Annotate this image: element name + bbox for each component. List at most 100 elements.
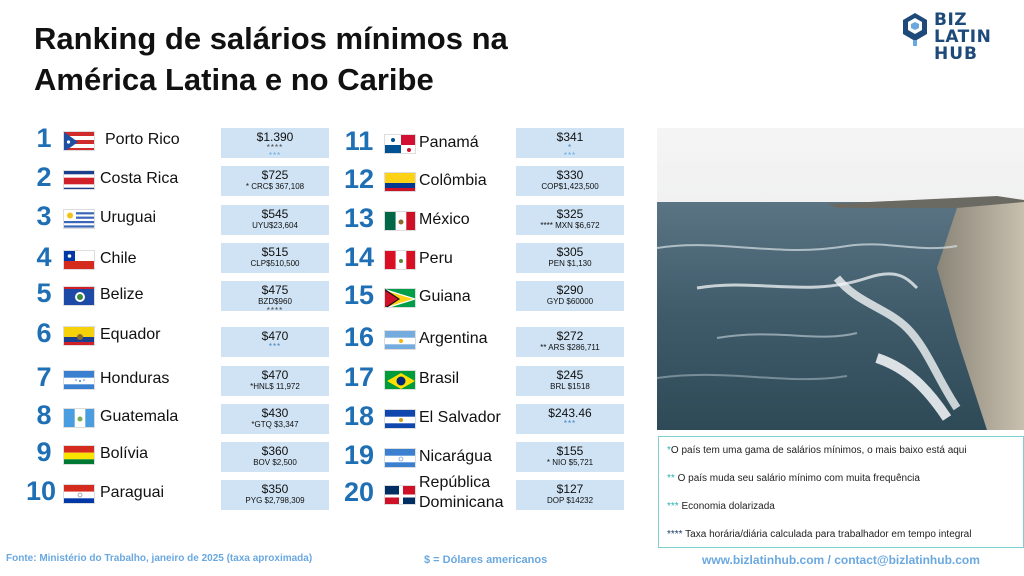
- salary-note-marker: ****: [266, 143, 284, 152]
- honduras-flag-icon: [63, 370, 95, 390]
- footer-source: Fonte: Ministério do Trabalho, janeiro d…: [6, 553, 313, 564]
- salary-local-currency: BRL $1518: [550, 382, 590, 391]
- rank-number: 20: [343, 477, 375, 507]
- salary-usd: $515: [261, 245, 289, 259]
- salary-local-currency: BOV $2,500: [253, 458, 297, 467]
- salary-usd: $127: [556, 482, 584, 496]
- salary-box: $341 * ***: [516, 128, 624, 160]
- ranking-row: 9 Bolívia: [0, 437, 660, 471]
- footer-contact-link[interactable]: www.bizlatinhub.com / contact@bizlatinhu…: [702, 553, 980, 567]
- salary-box: $725 * CRC$ 367,108: [221, 166, 329, 196]
- salary-usd: $330: [556, 168, 584, 182]
- salary-local-currency: ** ARS $286,711: [540, 343, 600, 352]
- dominican-republic-flag-icon: [384, 485, 416, 505]
- salary-usd: $243.46: [548, 406, 592, 420]
- mexico-flag-icon: [384, 211, 416, 231]
- salary-box: $350 PYG $2,798,309: [221, 480, 329, 510]
- country-name: Honduras: [100, 370, 170, 387]
- ranking-row: 4 Chile: [0, 242, 660, 276]
- salary-box: $430 *GTQ $3,347: [221, 404, 329, 434]
- puerto-rico-flag-icon: [63, 131, 95, 151]
- beach-photo: [657, 128, 1024, 430]
- ranking-row: 16 Argentina: [0, 322, 660, 356]
- salary-box: $155 * NIO $5,721: [516, 442, 624, 472]
- paraguay-flag-icon: [63, 484, 95, 504]
- salary-usd: $545: [261, 207, 289, 221]
- rank-number: 16: [343, 322, 375, 352]
- country-name: Chile: [100, 250, 137, 267]
- country-name: Colômbia: [419, 172, 487, 189]
- ranking-row: 7 Honduras: [0, 362, 660, 396]
- salary-note-marker: ****: [266, 306, 284, 315]
- rank-number: 17: [343, 362, 375, 392]
- rank-number: 4: [36, 242, 52, 272]
- rank-number: 19: [343, 440, 375, 470]
- country-name: Nicarágua: [419, 448, 492, 465]
- salary-box: $305 PEN $1,130: [516, 243, 624, 273]
- salary-box: $360 BOV $2,500: [221, 442, 329, 472]
- salary-usd: $341: [556, 130, 584, 144]
- salary-usd: $350: [261, 482, 289, 496]
- ranking-row: 11 Panamá: [0, 126, 660, 160]
- country-name: Paraguai: [100, 484, 165, 501]
- salary-local-currency: *HNL$ 11,972: [250, 382, 300, 391]
- salary-note-marker: ***: [563, 151, 577, 160]
- country-name: Belize: [100, 286, 144, 303]
- salary-local-currency: **** MXN $6,672: [540, 221, 600, 230]
- rank-number: 11: [344, 126, 374, 156]
- salary-usd: $430: [261, 406, 289, 420]
- salary-box: $243.46 ***: [516, 404, 624, 434]
- brazil-flag-icon: [384, 370, 416, 390]
- footer-currency-note: $ = Dólares americanos: [424, 554, 548, 566]
- rank-number: 5: [36, 278, 52, 308]
- ranking-row: 20 República Dominicana: [0, 474, 660, 511]
- salary-note-marker: ***: [268, 151, 282, 160]
- ranking-row: 8 Guatemala: [0, 400, 660, 434]
- logo-text-line-1: BIZ LATIN: [934, 10, 992, 47]
- salary-local-currency: * CRC$ 367,108: [245, 182, 305, 191]
- country-name: Equador: [100, 326, 161, 343]
- rank-number: 12: [343, 164, 375, 194]
- argentina-flag-icon: [384, 330, 416, 350]
- salary-box: $470 ***: [221, 327, 329, 357]
- ranking-row: 19 Nicarágua: [0, 440, 660, 474]
- salary-local-currency: PEN $1,130: [548, 259, 592, 268]
- salary-box: $325 **** MXN $6,672: [516, 205, 624, 235]
- logo-mark-icon: [903, 13, 927, 46]
- salary-local-currency: PYG $2,798,309: [245, 496, 305, 505]
- rank-number: 9: [36, 437, 52, 467]
- logo-text-line-2: HUB: [934, 44, 978, 64]
- ranking-row: 3 Uruguai: [0, 201, 660, 235]
- country-name: Costa Rica: [100, 170, 179, 187]
- salary-note-marker: ***: [268, 342, 282, 351]
- salary-box: $475 BZD$960 ****: [221, 281, 329, 315]
- country-name: Panamá: [419, 134, 479, 151]
- country-name: Bolívia: [100, 445, 149, 462]
- salary-local-currency: CLP$510,500: [250, 259, 300, 268]
- country-name: Brasil: [419, 370, 460, 387]
- rank-number: 7: [36, 362, 52, 392]
- belize-flag-icon: [63, 286, 95, 306]
- rank-number: 3: [36, 201, 52, 231]
- rank-number: 6: [36, 318, 52, 348]
- ecuador-flag-icon: [63, 326, 95, 346]
- ranking-row: 12 Colômbia: [0, 164, 660, 198]
- panama-flag-icon: [384, 134, 416, 154]
- salary-box: $290 GYD $60000: [516, 281, 624, 311]
- salary-usd: $245: [556, 368, 584, 382]
- colombia-flag-icon: [384, 172, 416, 192]
- country-name: Porto Rico: [105, 131, 180, 148]
- rank-number: 8: [36, 400, 52, 430]
- costa-rica-flag-icon: [63, 170, 95, 190]
- legend-item-1: *O país tem uma gama de salários mínimos…: [667, 445, 967, 456]
- ranking-row: 13 México: [0, 203, 660, 237]
- legend-item-2: ** O país muda seu salário mínimo com mu…: [667, 473, 920, 484]
- country-name: Uruguai: [100, 209, 157, 226]
- country-name: República Dominicana: [419, 474, 504, 511]
- salary-local-currency: COP$1,423,500: [541, 182, 599, 191]
- country-name: Peru: [419, 250, 453, 267]
- bizlatinhub-logo: BIZ LATIN HUB: [902, 10, 1014, 63]
- rank-number: 13: [343, 203, 375, 233]
- country-name: Guatemala: [100, 408, 179, 425]
- peru-flag-icon: [384, 250, 416, 270]
